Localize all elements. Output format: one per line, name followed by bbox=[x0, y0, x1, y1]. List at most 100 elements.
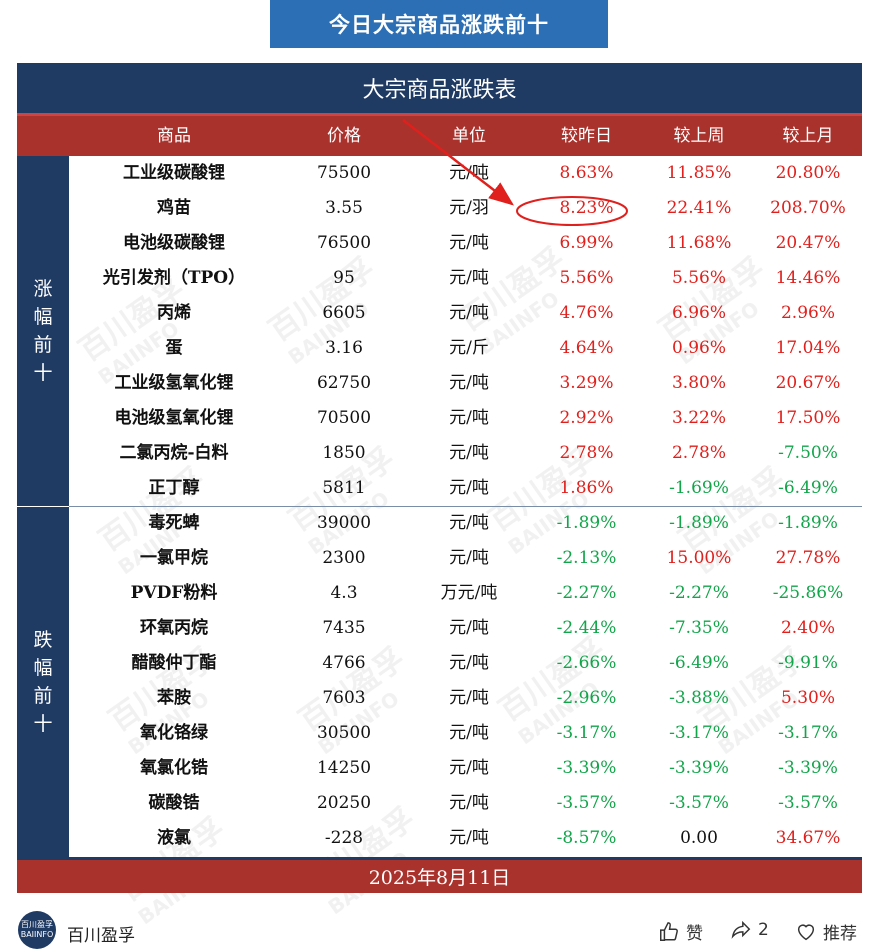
cell-price: 1850 bbox=[322, 443, 366, 463]
post-footer: 百川盈孚 BAIINFO 百川盈孚 赞 2 推荐 bbox=[0, 905, 891, 949]
cell-vs-yesterday: -2.66% bbox=[556, 653, 617, 673]
cell-vs-yesterday: 8.63% bbox=[559, 163, 614, 183]
table-date-bar: 2025年8月11日 bbox=[17, 857, 862, 893]
avatar[interactable]: 百川盈孚 BAIINFO bbox=[18, 911, 56, 949]
cell-unit: 元/吨 bbox=[449, 408, 489, 428]
cell-price: 5811 bbox=[322, 478, 366, 498]
cell-unit: 元/吨 bbox=[449, 828, 489, 848]
cell-unit: 元/吨 bbox=[449, 513, 489, 533]
cell-vs-last-week: 2.78% bbox=[671, 443, 726, 463]
share-count: 2 bbox=[758, 920, 769, 940]
cell-commodity: 光引发剂（TPO） bbox=[102, 268, 246, 288]
cell-unit: 元/羽 bbox=[449, 198, 489, 218]
cell-commodity: 苯胺 bbox=[157, 688, 191, 708]
recommend-button[interactable]: 推荐 bbox=[795, 919, 857, 944]
cell-price: 4766 bbox=[322, 653, 366, 673]
cell-commodity: 电池级氢氧化锂 bbox=[114, 408, 234, 428]
cell-vs-last-month: -3.39% bbox=[778, 758, 838, 778]
cell-vs-last-month: 27.78% bbox=[775, 548, 841, 568]
cell-commodity: 二氯丙烷-白料 bbox=[119, 443, 229, 463]
cell-commodity: 电池级碳酸锂 bbox=[123, 233, 225, 253]
table-row: 毒死蜱 39000 元/吨 -1.89% -1.89% -1.89% bbox=[69, 506, 862, 541]
cell-vs-yesterday: 1.86% bbox=[559, 478, 614, 498]
table-row: 正丁醇 5811 元/吨 1.86% -1.69% -6.49% bbox=[69, 471, 862, 506]
cell-unit: 元/吨 bbox=[449, 233, 489, 253]
cell-vs-yesterday: 3.29% bbox=[559, 373, 614, 393]
cell-commodity: 一氯甲烷 bbox=[140, 548, 208, 568]
cell-vs-yesterday: 4.76% bbox=[559, 303, 614, 323]
cell-price: 39000 bbox=[316, 513, 372, 533]
cell-vs-last-week: -1.69% bbox=[669, 478, 729, 498]
cell-vs-last-month: -25.86% bbox=[772, 583, 844, 603]
table-row: 工业级碳酸锂 75500 元/吨 8.63% 11.85% 20.80% bbox=[69, 156, 862, 191]
section-divider bbox=[69, 506, 862, 507]
cell-vs-yesterday: 6.99% bbox=[559, 233, 614, 253]
cell-vs-last-week: -3.88% bbox=[669, 688, 729, 708]
table-row: 氧氯化锆 14250 元/吨 -3.39% -3.39% -3.39% bbox=[69, 751, 862, 786]
header-commodity: 商品 bbox=[157, 126, 191, 146]
cell-vs-last-month: -3.57% bbox=[778, 793, 838, 813]
header-vs-last-month: 较上月 bbox=[782, 126, 834, 146]
table-row: 蛋 3.16 元/斤 4.64% 0.96% 17.04% bbox=[69, 331, 862, 366]
table-row: 一氯甲烷 2300 元/吨 -2.13% 15.00% 27.78% bbox=[69, 541, 862, 576]
cell-commodity: 氧化铬绿 bbox=[140, 723, 208, 743]
table-row: 电池级氢氧化锂 70500 元/吨 2.92% 3.22% 17.50% bbox=[69, 401, 862, 436]
cell-price: 75500 bbox=[316, 163, 372, 183]
thumbs-up-icon bbox=[660, 921, 678, 941]
table-date: 2025年8月11日 bbox=[368, 867, 511, 889]
table-row: 碳酸锆 20250 元/吨 -3.57% -3.57% -3.57% bbox=[69, 786, 862, 821]
cell-price: 2300 bbox=[322, 548, 366, 568]
cell-commodity: 正丁醇 bbox=[148, 478, 200, 498]
cell-commodity: 毒死蜱 bbox=[148, 513, 200, 533]
cell-price: 6605 bbox=[322, 303, 366, 323]
table-row: 丙烯 6605 元/吨 4.76% 6.96% 2.96% bbox=[69, 296, 862, 331]
share-button[interactable]: 2 bbox=[730, 919, 769, 941]
cell-unit: 元/吨 bbox=[449, 688, 489, 708]
cell-vs-last-month: 14.46% bbox=[775, 268, 841, 288]
cell-vs-last-month: 20.47% bbox=[775, 233, 841, 253]
cell-vs-yesterday: 5.56% bbox=[559, 268, 614, 288]
cell-commodity: 氧氯化锆 bbox=[140, 758, 208, 778]
recommend-label: 推荐 bbox=[823, 924, 857, 944]
cell-price: 70500 bbox=[316, 408, 372, 428]
cell-unit: 元/吨 bbox=[449, 723, 489, 743]
cell-vs-last-week: -3.57% bbox=[669, 793, 729, 813]
cell-vs-yesterday: -8.57% bbox=[556, 828, 617, 848]
cell-vs-yesterday: -1.89% bbox=[556, 513, 617, 533]
cell-vs-last-month: -3.17% bbox=[778, 723, 838, 743]
cell-vs-yesterday: 2.92% bbox=[559, 408, 614, 428]
cell-price: 62750 bbox=[316, 373, 372, 393]
table-row: 二氯丙烷-白料 1850 元/吨 2.78% 2.78% -7.50% bbox=[69, 436, 862, 471]
cell-unit: 元/吨 bbox=[449, 443, 489, 463]
cell-unit: 元/吨 bbox=[449, 373, 489, 393]
cell-unit: 元/吨 bbox=[449, 618, 489, 638]
header-price: 价格 bbox=[327, 126, 361, 146]
cell-vs-last-month: 17.50% bbox=[775, 408, 841, 428]
page-banner: 今日大宗商品涨跌前十 bbox=[270, 0, 608, 48]
author-name[interactable]: 百川盈孚 bbox=[67, 926, 135, 946]
cell-commodity: 蛋 bbox=[165, 338, 183, 358]
cell-vs-last-week: 6.96% bbox=[671, 303, 726, 323]
cell-price: 3.55 bbox=[325, 198, 363, 218]
table-row: 环氧丙烷 7435 元/吨 -2.44% -7.35% 2.40% bbox=[69, 611, 862, 646]
header-unit: 单位 bbox=[452, 126, 486, 146]
cell-unit: 元/吨 bbox=[449, 548, 489, 568]
cell-unit: 元/斤 bbox=[449, 338, 489, 358]
side-label-losers-text: 跌幅前十 bbox=[33, 629, 53, 735]
cell-vs-last-month: -9.91% bbox=[778, 653, 838, 673]
cell-price: -228 bbox=[324, 828, 364, 848]
cell-vs-last-month: 2.96% bbox=[780, 303, 835, 323]
cell-unit: 万元/吨 bbox=[440, 583, 498, 603]
cell-vs-last-month: -7.50% bbox=[778, 443, 838, 463]
cell-vs-last-week: 22.41% bbox=[666, 198, 732, 218]
table-row: 醋酸仲丁酯 4766 元/吨 -2.66% -6.49% -9.91% bbox=[69, 646, 862, 681]
cell-vs-last-month: 20.80% bbox=[775, 163, 841, 183]
cell-price: 7435 bbox=[322, 618, 366, 638]
cell-unit: 元/吨 bbox=[449, 268, 489, 288]
cell-commodity: 丙烯 bbox=[157, 303, 191, 323]
cell-vs-last-week: 3.80% bbox=[671, 373, 726, 393]
side-label-gainers: 涨幅前十 bbox=[17, 156, 69, 506]
like-button[interactable]: 赞 bbox=[658, 919, 703, 944]
avatar-en-text: BAIINFO bbox=[20, 930, 54, 939]
table-title-text: 大宗商品涨跌表 bbox=[362, 78, 517, 103]
